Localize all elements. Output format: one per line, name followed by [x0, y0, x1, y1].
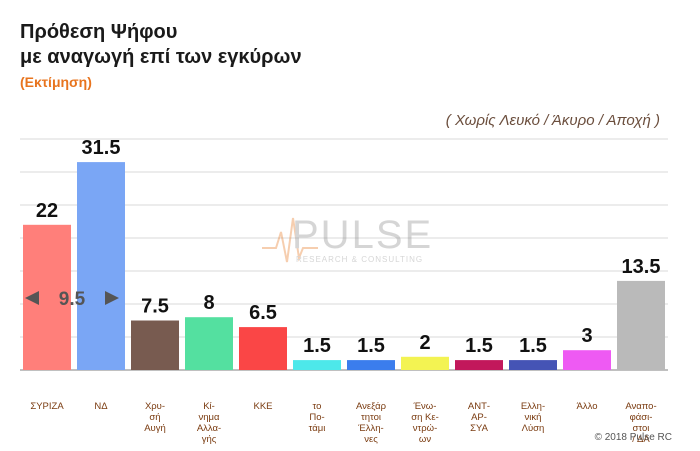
- category-label-line: νημα: [199, 412, 221, 423]
- category-label-line: ση Κε-: [411, 412, 439, 423]
- category-label-line: Χρυ-: [145, 401, 165, 412]
- data-label: 6.5: [249, 302, 277, 324]
- bar: [509, 360, 557, 370]
- category-label: Χρυ-σή Αυγή: [144, 401, 166, 434]
- category-label: Άλλο: [577, 401, 598, 412]
- category-label-line: ΝΔ: [94, 401, 108, 412]
- category-label: το Πο-τάμι: [309, 401, 326, 434]
- pulse-logo-wave-icon: [262, 217, 318, 263]
- category-label-line: γής: [202, 434, 217, 445]
- category-label: Ανεξάρ τητοι Έλλη-νες: [356, 401, 387, 445]
- copyright-text: © 2018 Pulse RC: [594, 432, 672, 443]
- category-label: Αναπο-φάσι-στοι / ΔΑ: [625, 401, 656, 445]
- category-label: Κί-νημα Αλλα-γής: [197, 401, 221, 445]
- category-label-line: ΣΥΑ: [470, 423, 489, 434]
- data-label: 1.5: [357, 335, 385, 357]
- bar: [455, 360, 503, 370]
- watermark-brand: PULSE: [292, 213, 433, 257]
- data-label: 1.5: [519, 335, 547, 357]
- category-label-line: νες: [364, 434, 378, 445]
- category-label-line: Ανεξάρ: [356, 401, 387, 412]
- category-label-line: ων: [419, 434, 431, 445]
- category-label-line: ΣΥΡΙΖΑ: [30, 401, 64, 412]
- data-label: 7.5: [141, 296, 169, 318]
- difference-annotation: 9.5: [25, 289, 119, 310]
- data-label: 31.5: [82, 137, 121, 159]
- category-label-line: Αλλα-: [197, 423, 221, 434]
- left-arrow-icon: [25, 291, 39, 305]
- bar: [347, 360, 395, 370]
- difference-value: 9.5: [59, 289, 86, 310]
- category-label-line: ΚΚΕ: [253, 401, 272, 412]
- category-label: ΣΥΡΙΖΑ: [30, 401, 64, 412]
- bar: [77, 162, 125, 370]
- watermark-tagline: RESEARCH & CONSULTING: [296, 255, 423, 264]
- category-label-line: Έλλη-: [357, 423, 383, 434]
- category-label-line: σή: [149, 412, 160, 423]
- bar: [131, 320, 179, 370]
- category-label-line: τητοι: [361, 412, 381, 423]
- category-label-line: ΑΡ-: [471, 412, 487, 423]
- bar: [239, 327, 287, 370]
- category-label-line: φάσι-: [630, 412, 653, 423]
- category-label-line: τάμι: [309, 423, 326, 434]
- category-label-line: Λύση: [522, 423, 545, 434]
- data-label: 2: [419, 332, 430, 354]
- bar: [563, 350, 611, 370]
- estimate-label: (Εκτίμηση): [20, 74, 92, 90]
- category-label-line: Αναπο-: [625, 401, 656, 412]
- category-label-line: το: [313, 401, 322, 412]
- category-label-line: Ελλη-: [521, 401, 545, 412]
- category-label-line: Αυγή: [144, 423, 166, 434]
- gridlines: [20, 138, 668, 371]
- data-label: 13.5: [622, 256, 661, 278]
- exclusion-note: ( Χωρίς Λευκό / Άκυρο / Αποχή ): [445, 112, 660, 129]
- category-label: Ένω-ση Κε-ντρώ-ων: [411, 401, 439, 445]
- chart-title: Πρόθεση Ψήφου με αναγωγή επί των εγκύρων: [20, 20, 302, 70]
- category-label-line: ντρώ-: [413, 423, 438, 434]
- category-label: ΑΝΤ-ΑΡ-ΣΥΑ: [468, 401, 490, 434]
- category-label-line: στοι: [633, 423, 650, 434]
- category-label-line: / ΔΑ: [632, 434, 650, 445]
- category-label: ΚΚΕ: [253, 401, 272, 412]
- bar: [401, 356, 449, 370]
- chart-title-line-2: με αναγωγή επί των εγκύρων: [20, 46, 302, 68]
- data-label: 3: [581, 325, 592, 347]
- bar: [293, 360, 341, 370]
- chart-title-line-1: Πρόθεση Ψήφου: [20, 21, 178, 43]
- data-label: 1.5: [465, 335, 493, 357]
- data-label: 22: [36, 200, 58, 222]
- bar: [185, 317, 233, 370]
- category-label-line: νική: [525, 412, 542, 423]
- right-arrow-icon: [105, 291, 119, 305]
- category-label-line: Πο-: [309, 412, 324, 423]
- category-label-line: Άλλο: [577, 401, 598, 412]
- category-label-line: ΑΝΤ-: [468, 401, 490, 412]
- data-label: 8: [203, 292, 214, 314]
- bar: [617, 280, 665, 370]
- category-label: ΝΔ: [94, 401, 108, 412]
- data-label: 1.5: [303, 335, 331, 357]
- category-label-line: Ένω-: [413, 401, 437, 412]
- category-label: Ελλη-νική Λύση: [521, 401, 545, 434]
- category-label-line: Κί-: [203, 401, 215, 412]
